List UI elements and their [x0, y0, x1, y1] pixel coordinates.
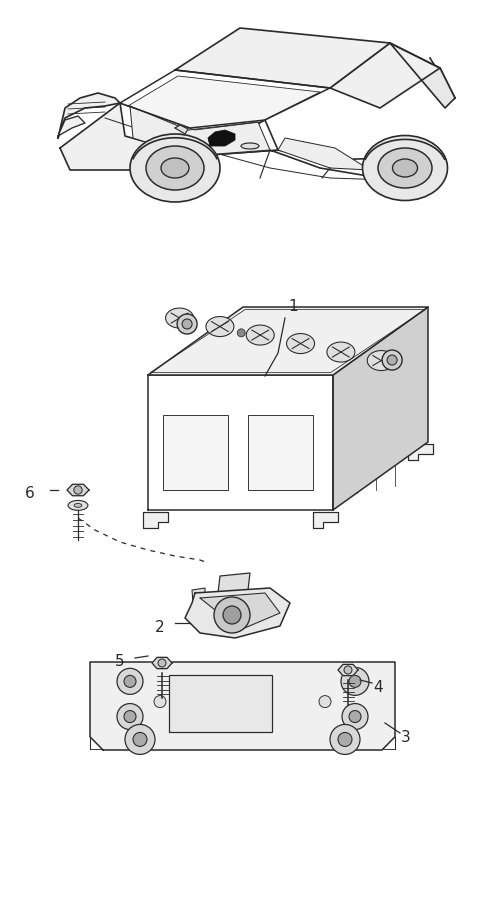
- Circle shape: [330, 725, 360, 754]
- Circle shape: [133, 733, 147, 746]
- Polygon shape: [192, 588, 205, 603]
- Polygon shape: [152, 657, 172, 669]
- Text: 4: 4: [373, 680, 383, 694]
- Polygon shape: [120, 103, 440, 180]
- Circle shape: [117, 668, 143, 694]
- Circle shape: [154, 696, 166, 708]
- Ellipse shape: [130, 134, 220, 202]
- Ellipse shape: [166, 308, 193, 328]
- Circle shape: [349, 710, 361, 723]
- Ellipse shape: [246, 325, 274, 345]
- Ellipse shape: [161, 158, 189, 178]
- Polygon shape: [218, 573, 250, 593]
- Polygon shape: [338, 665, 358, 675]
- Circle shape: [177, 314, 197, 334]
- Bar: [248, 415, 313, 490]
- Polygon shape: [67, 484, 89, 496]
- Polygon shape: [90, 662, 395, 750]
- Circle shape: [182, 319, 192, 329]
- Ellipse shape: [241, 143, 259, 149]
- Polygon shape: [58, 116, 85, 136]
- Polygon shape: [330, 43, 440, 108]
- Ellipse shape: [206, 317, 234, 337]
- Ellipse shape: [367, 350, 395, 371]
- Polygon shape: [390, 43, 455, 108]
- Polygon shape: [148, 307, 428, 375]
- Polygon shape: [313, 512, 338, 528]
- Polygon shape: [375, 168, 420, 180]
- Polygon shape: [58, 93, 120, 138]
- Circle shape: [344, 666, 352, 674]
- Text: 6: 6: [25, 487, 35, 501]
- Polygon shape: [278, 138, 370, 170]
- Polygon shape: [175, 28, 390, 88]
- Ellipse shape: [378, 148, 432, 188]
- Ellipse shape: [287, 333, 314, 354]
- Polygon shape: [60, 103, 265, 170]
- Bar: [163, 415, 228, 490]
- Circle shape: [349, 675, 361, 687]
- Circle shape: [74, 486, 82, 494]
- Ellipse shape: [327, 342, 355, 362]
- Circle shape: [125, 725, 155, 754]
- Circle shape: [124, 710, 136, 723]
- Text: 2: 2: [155, 620, 165, 635]
- Circle shape: [158, 659, 166, 667]
- Circle shape: [237, 329, 245, 337]
- Circle shape: [341, 667, 369, 695]
- Polygon shape: [130, 106, 270, 156]
- Circle shape: [387, 355, 397, 365]
- Ellipse shape: [68, 500, 88, 510]
- Circle shape: [338, 733, 352, 746]
- Polygon shape: [143, 512, 168, 528]
- Polygon shape: [148, 375, 333, 510]
- Circle shape: [319, 696, 331, 708]
- Text: 5: 5: [115, 655, 125, 670]
- Polygon shape: [128, 76, 320, 130]
- Polygon shape: [175, 125, 188, 134]
- Circle shape: [382, 350, 402, 370]
- Circle shape: [223, 606, 241, 624]
- Text: 1: 1: [288, 299, 298, 314]
- Circle shape: [342, 703, 368, 729]
- Polygon shape: [408, 444, 433, 460]
- Ellipse shape: [362, 136, 447, 200]
- Text: 3: 3: [401, 729, 411, 744]
- Bar: [169, 675, 272, 733]
- Polygon shape: [120, 103, 278, 156]
- Polygon shape: [185, 588, 290, 638]
- Circle shape: [214, 597, 250, 633]
- Ellipse shape: [74, 504, 82, 507]
- Ellipse shape: [146, 146, 204, 190]
- Polygon shape: [208, 130, 235, 146]
- Circle shape: [124, 675, 136, 687]
- Circle shape: [117, 703, 143, 729]
- Polygon shape: [333, 307, 428, 510]
- Polygon shape: [120, 70, 330, 128]
- Ellipse shape: [393, 159, 418, 177]
- Polygon shape: [200, 593, 280, 630]
